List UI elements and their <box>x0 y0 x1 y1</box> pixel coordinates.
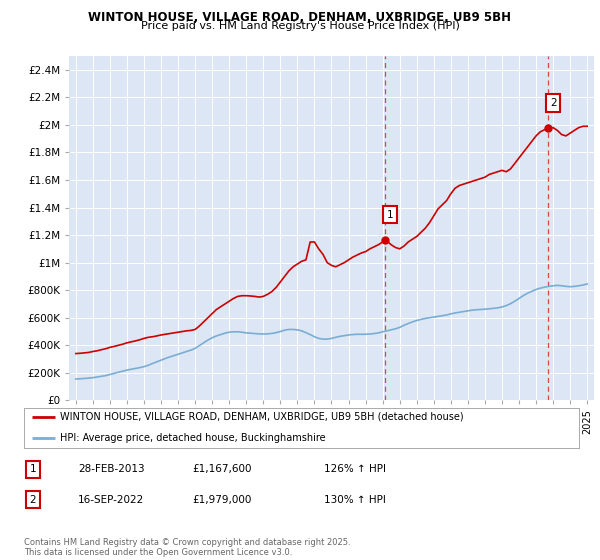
Text: £1,979,000: £1,979,000 <box>192 494 251 505</box>
Text: 2: 2 <box>29 494 37 505</box>
Text: 28-FEB-2013: 28-FEB-2013 <box>78 464 145 474</box>
Text: WINTON HOUSE, VILLAGE ROAD, DENHAM, UXBRIDGE, UB9 5BH (detached house): WINTON HOUSE, VILLAGE ROAD, DENHAM, UXBR… <box>60 412 464 422</box>
Text: 16-SEP-2022: 16-SEP-2022 <box>78 494 144 505</box>
Text: 2: 2 <box>550 98 557 108</box>
Text: Contains HM Land Registry data © Crown copyright and database right 2025.
This d: Contains HM Land Registry data © Crown c… <box>24 538 350 557</box>
Text: HPI: Average price, detached house, Buckinghamshire: HPI: Average price, detached house, Buck… <box>60 432 326 442</box>
Text: 126% ↑ HPI: 126% ↑ HPI <box>324 464 386 474</box>
Text: 1: 1 <box>29 464 37 474</box>
Text: £1,167,600: £1,167,600 <box>192 464 251 474</box>
Text: 130% ↑ HPI: 130% ↑ HPI <box>324 494 386 505</box>
Text: 1: 1 <box>387 210 394 220</box>
Text: WINTON HOUSE, VILLAGE ROAD, DENHAM, UXBRIDGE, UB9 5BH: WINTON HOUSE, VILLAGE ROAD, DENHAM, UXBR… <box>89 11 511 24</box>
Text: Price paid vs. HM Land Registry's House Price Index (HPI): Price paid vs. HM Land Registry's House … <box>140 21 460 31</box>
